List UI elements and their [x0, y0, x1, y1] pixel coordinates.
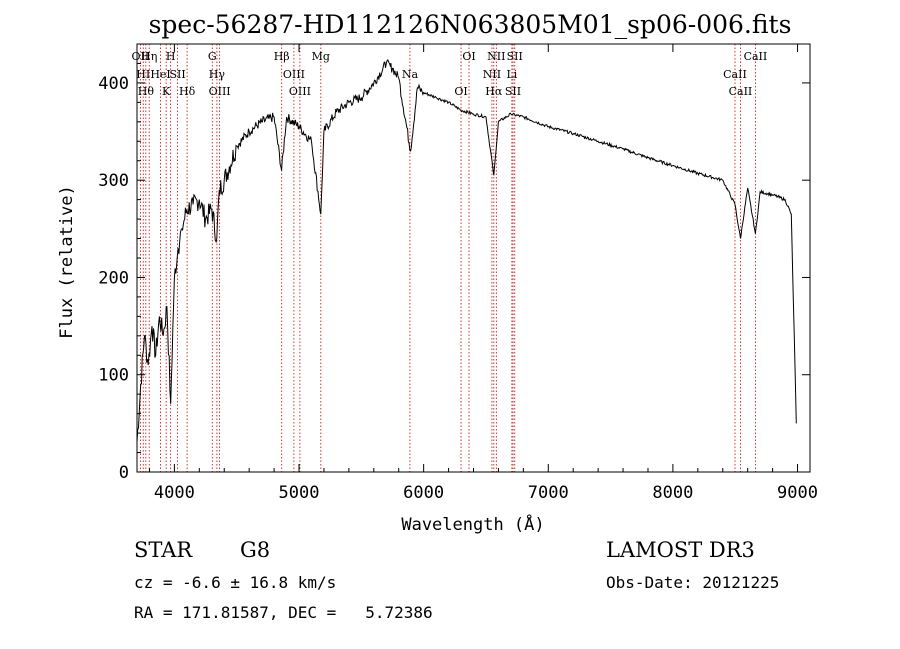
flux-line — [136, 59, 797, 443]
line-marker-label: Hη — [141, 50, 157, 63]
y-tick-label: 0 — [119, 463, 129, 483]
y-tick-label: 400 — [98, 74, 129, 94]
survey-name: LAMOST DR3 — [606, 538, 755, 562]
x-tick-label: 8000 — [652, 483, 693, 503]
y-tick-label: 200 — [98, 268, 129, 288]
line-marker-label: NII — [483, 68, 501, 81]
y-axis-ticks: 0 100 200 300 400 — [98, 62, 810, 483]
line-marker-label: OII — [132, 50, 150, 63]
x-tick-label: 4000 — [154, 483, 195, 503]
flux-series — [136, 59, 797, 443]
line-marker-label: OIII — [289, 85, 311, 98]
line-marker-label: OIII — [283, 68, 305, 81]
line-marker-label: Hβ — [274, 50, 290, 63]
line-marker-label: HeI — [150, 68, 170, 81]
line-marker-label: SII — [507, 50, 523, 63]
coordinates: RA = 171.81587, DEC = 5.72386 — [134, 603, 433, 622]
y-tick-label: 300 — [98, 171, 129, 191]
line-marker-label: HI — [136, 68, 150, 81]
chart-title: spec-56287-HD112126N063805M01_sp06-006.f… — [149, 10, 792, 39]
line-marker-label: Hγ — [209, 68, 226, 81]
x-tick-label: 6000 — [403, 483, 444, 503]
line-marker-label: NII — [487, 50, 505, 63]
line-marker-label: Na — [402, 68, 419, 81]
line-marker-label: OIII — [209, 85, 231, 98]
line-marker-label: Hθ — [138, 85, 155, 98]
line-marker-label: Li — [506, 68, 517, 81]
line-marker-label: Hδ — [179, 85, 196, 98]
plot-frame — [136, 43, 811, 473]
x-axis-label: Wavelength (Å) — [401, 513, 544, 535]
line-marker-label: Hα — [485, 85, 503, 98]
x-axis-ticks: 4000 5000 6000 7000 8000 9000 — [148, 44, 818, 503]
redshift-line: cz = -6.6 ± 16.8 km/s — [134, 573, 337, 592]
line-marker-label: H — [166, 50, 176, 63]
line-markers — [139, 44, 756, 472]
x-tick-label: 9000 — [777, 483, 818, 503]
line-marker-label: SII — [505, 85, 521, 98]
line-marker-label: SII — [170, 68, 186, 81]
y-tick-label: 100 — [98, 366, 129, 386]
x-tick-label: 5000 — [279, 483, 320, 503]
x-tick-label: 7000 — [528, 483, 569, 503]
y-axis-label: Flux (relative) — [57, 185, 77, 339]
line-marker-label: CaII — [729, 85, 753, 98]
line-marker-labels: OII HI Hθ Hη HeI K H SII Hδ G Hγ OIII Hβ OIII OIII Mg Na… — [132, 50, 768, 98]
object-class: STAR — [134, 538, 193, 562]
line-marker-label: CaII — [723, 68, 747, 81]
line-marker-label: Mg — [312, 50, 330, 63]
obs-date: Obs-Date: 20121225 — [606, 573, 780, 592]
line-marker-label: K — [162, 85, 171, 98]
object-subclass: G8 — [240, 538, 271, 562]
line-marker-label: G — [208, 50, 217, 63]
line-marker-label: OI — [462, 50, 475, 63]
line-marker-label: OI — [454, 85, 467, 98]
line-marker-label: CaII — [744, 50, 768, 63]
